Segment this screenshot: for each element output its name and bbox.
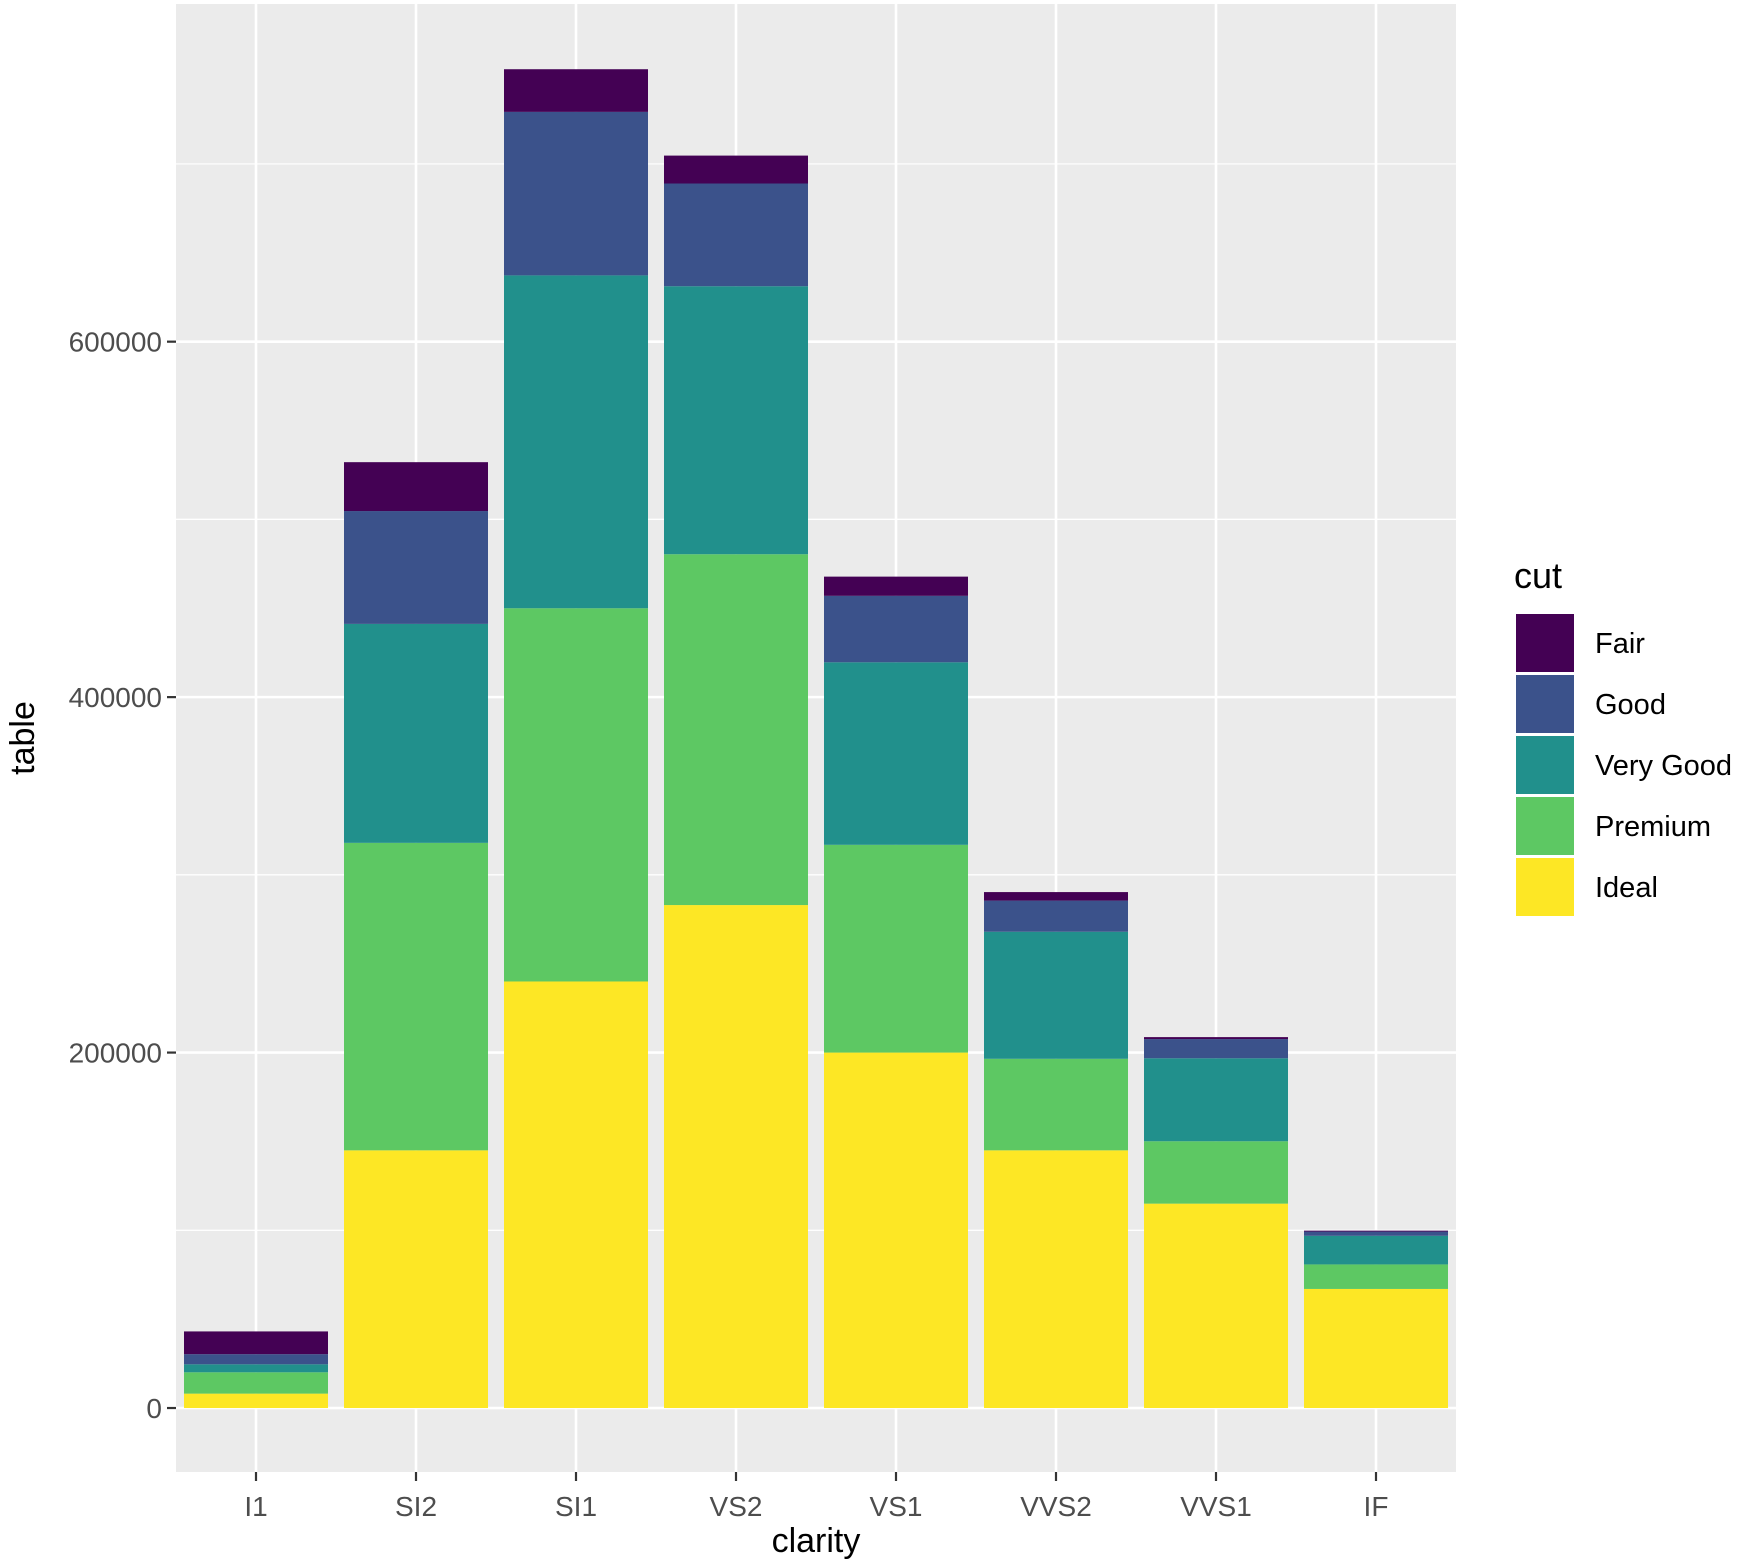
x-tick-label: IF <box>1364 1491 1389 1522</box>
x-axis-title: clarity <box>772 1522 861 1560</box>
bar-segment-very-good-vs1 <box>824 662 968 845</box>
bar-segment-very-good-vvs1 <box>1144 1058 1288 1142</box>
legend: cut Fair Good Very Good Premium Ideal <box>1514 555 1732 916</box>
legend-key-ideal <box>1516 858 1574 916</box>
bar-segment-very-good-i1 <box>184 1364 328 1373</box>
bar-segment-very-good-si2 <box>344 623 488 843</box>
bar-segment-very-good-vs2 <box>664 286 808 555</box>
bar-segment-fair-vvs1 <box>1144 1037 1288 1040</box>
bars <box>184 69 1448 1409</box>
bar-segment-premium-vs2 <box>664 554 808 906</box>
bar-segment-fair-i1 <box>184 1331 328 1355</box>
x-tick-label: SI2 <box>395 1491 437 1522</box>
y-tick-label: 600000 <box>69 327 162 358</box>
legend-label: Fair <box>1595 628 1645 660</box>
y-tick-label: 200000 <box>69 1038 162 1069</box>
bar-segment-fair-vs2 <box>664 155 808 184</box>
x-tick-label: I1 <box>244 1491 267 1522</box>
bar-segment-very-good-si1 <box>504 275 648 609</box>
bar-segment-premium-vvs2 <box>984 1058 1128 1151</box>
x-tick-label: VS2 <box>710 1491 763 1522</box>
bar-segment-fair-if <box>1304 1230 1448 1232</box>
legend-label: Premium <box>1595 811 1711 843</box>
bar-segment-good-vvs1 <box>1144 1039 1288 1059</box>
y-axis-title: table <box>4 701 42 775</box>
bar-segment-fair-si2 <box>344 462 488 512</box>
legend-key-good <box>1516 675 1574 733</box>
legend-title: cut <box>1514 555 1562 596</box>
x-tick-label: VVS1 <box>1180 1491 1252 1522</box>
bar-segment-ideal-vs1 <box>824 1052 968 1409</box>
y-axis: 0 200000 400000 600000 <box>69 327 176 1424</box>
legend-label: Ideal <box>1595 872 1658 904</box>
bar-segment-good-vs2 <box>664 183 808 287</box>
y-tick-label: 0 <box>146 1393 162 1424</box>
bar-segment-premium-si1 <box>504 608 648 982</box>
bar-segment-good-i1 <box>184 1354 328 1365</box>
bar-segment-ideal-si1 <box>504 981 648 1409</box>
bar-segment-ideal-if <box>1304 1288 1448 1409</box>
bar-segment-premium-i1 <box>184 1372 328 1394</box>
legend-key-premium <box>1516 797 1574 855</box>
bar-segment-very-good-vvs2 <box>984 931 1128 1059</box>
bar-segment-ideal-vs2 <box>664 905 808 1409</box>
bar-segment-good-si2 <box>344 511 488 624</box>
legend-label: Good <box>1595 689 1666 721</box>
bar-segment-very-good-if <box>1304 1235 1448 1265</box>
bar-segment-premium-si2 <box>344 842 488 1151</box>
x-axis: I1 SI2 SI1 VS2 VS1 VVS2 VVS1 IF <box>244 1472 1388 1522</box>
bar-segment-fair-vs1 <box>824 576 968 596</box>
bar-segment-ideal-si2 <box>344 1150 488 1409</box>
bar-segment-ideal-vvs1 <box>1144 1203 1288 1409</box>
x-tick-label: VS1 <box>870 1491 923 1522</box>
bar-segment-fair-si1 <box>504 69 648 112</box>
bar-segment-good-si1 <box>504 111 648 276</box>
bar-segment-fair-vvs2 <box>984 892 1128 901</box>
x-tick-label: SI1 <box>555 1491 597 1522</box>
x-tick-label: VVS2 <box>1020 1491 1092 1522</box>
bar-segment-premium-if <box>1304 1264 1448 1289</box>
bar-segment-premium-vs1 <box>824 844 968 1053</box>
legend-label: Very Good <box>1595 750 1732 782</box>
legend-key-fair <box>1516 614 1574 672</box>
bar-segment-good-if <box>1304 1231 1448 1236</box>
bar-segment-good-vs1 <box>824 595 968 663</box>
bar-segment-ideal-vvs2 <box>984 1150 1128 1409</box>
legend-key-very-good <box>1516 736 1574 794</box>
bar-segment-good-vvs2 <box>984 900 1128 932</box>
bar-segment-ideal-i1 <box>184 1393 328 1409</box>
y-tick-label: 400000 <box>69 682 162 713</box>
bar-segment-premium-vvs1 <box>1144 1141 1288 1204</box>
